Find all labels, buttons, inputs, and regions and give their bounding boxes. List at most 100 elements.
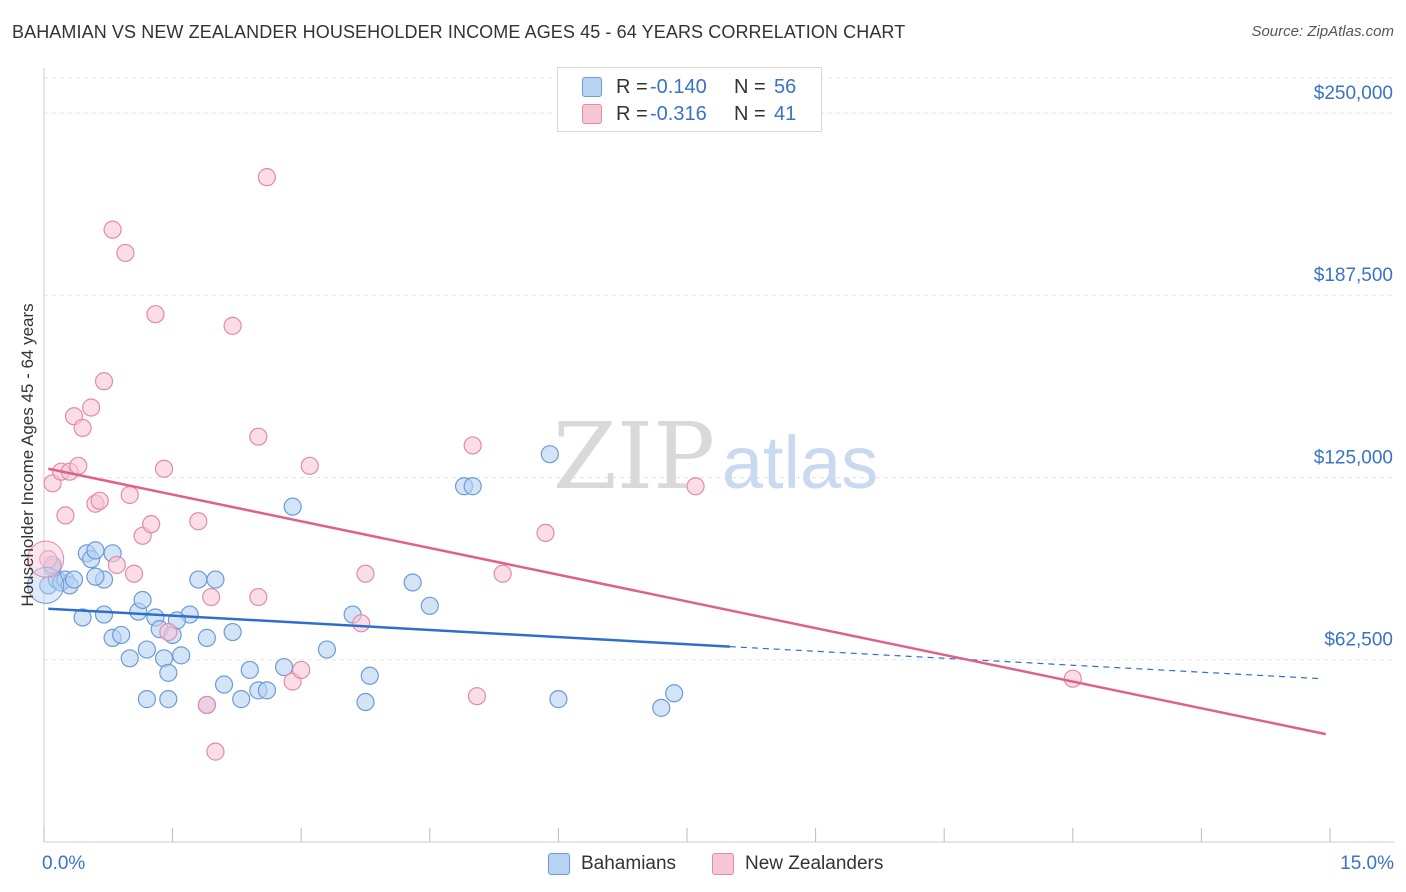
data-point-bahamians: [356, 692, 375, 712]
data-point-new-zealanders: [536, 523, 555, 543]
axes: [43, 68, 1394, 843]
legend-swatch-new-zealanders: [582, 104, 602, 124]
correlation-legend: R = -0.140 N = 56 R = -0.316 N = 41: [557, 67, 822, 132]
data-point-bahamians: [159, 663, 178, 682]
data-point-new-zealanders: [107, 555, 126, 575]
data-point-new-zealanders: [202, 587, 221, 607]
data-point-new-zealanders: [56, 506, 75, 525]
data-point-new-zealanders: [206, 742, 225, 761]
data-point-new-zealanders: [463, 436, 482, 455]
data-point-bahamians: [360, 666, 379, 685]
data-point-new-zealanders: [356, 564, 375, 583]
data-point-bahamians: [257, 681, 277, 700]
tick-labels: $62,500 $125,000 $187,500 $250,000 0.0% 15.0%: [42, 83, 1394, 874]
data-point-new-zealanders: [189, 512, 208, 531]
data-point-bahamians: [137, 640, 156, 659]
data-point-new-zealanders: [686, 477, 705, 496]
y-tick-label: $250,000: [1314, 83, 1393, 104]
data-point-new-zealanders: [82, 398, 101, 417]
data-point-new-zealanders: [103, 220, 122, 239]
data-point-new-zealanders-cluster: [27, 540, 65, 578]
data-point-bahamians: [120, 649, 139, 668]
data-point-new-zealanders: [120, 485, 139, 505]
data-point-bahamians: [652, 698, 671, 717]
data-point-new-zealanders: [90, 491, 109, 510]
data-point-new-zealanders: [352, 614, 371, 633]
watermark: ZIP atlas: [553, 403, 878, 510]
data-point-new-zealanders: [124, 564, 144, 583]
y-tick-label: $187,500: [1314, 265, 1393, 286]
data-point-bahamians: [112, 625, 131, 645]
data-points: [27, 168, 1082, 761]
data-point-bahamians: [549, 690, 568, 709]
data-point-bahamians: [197, 628, 216, 647]
data-point-bahamians: [274, 657, 294, 677]
data-point-bahamians: [223, 622, 242, 642]
data-point-bahamians: [94, 605, 114, 624]
data-point-new-zealanders: [249, 427, 268, 446]
data-point-new-zealanders: [159, 622, 178, 642]
legend-r-value: -0.316: [650, 103, 707, 125]
chart-title: BAHAMIAN VS NEW ZEALANDER HOUSEHOLDER IN…: [12, 22, 906, 42]
legend-swatch-bahamians: [548, 853, 570, 875]
data-point-new-zealanders: [116, 243, 135, 263]
data-point-bahamians: [317, 640, 337, 659]
legend-label-bahamians: Bahamians: [581, 853, 677, 874]
x-tick-label: 0.0%: [42, 853, 85, 874]
data-point-new-zealanders: [467, 687, 487, 706]
data-point-bahamians: [403, 573, 422, 592]
data-point-new-zealanders: [146, 305, 165, 324]
y-tick-label: $125,000: [1314, 447, 1393, 468]
source-credit: Source: ZipAtlas.com: [1251, 23, 1394, 40]
data-point-new-zealanders: [142, 515, 161, 534]
data-point-bahamians: [540, 445, 559, 464]
data-point-bahamians: [137, 690, 156, 709]
data-point-bahamians: [133, 590, 152, 610]
trend-line-bahamians: [48, 607, 730, 648]
data-point-new-zealanders: [94, 372, 114, 391]
data-point-bahamians: [189, 570, 208, 589]
data-point-new-zealanders: [493, 564, 512, 583]
data-point-new-zealanders: [197, 695, 216, 715]
y-tick-label: $62,500: [1324, 630, 1393, 651]
data-point-bahamians: [86, 541, 105, 560]
data-point-bahamians: [463, 477, 482, 496]
data-point-bahamians: [86, 567, 105, 586]
legend-swatch-bahamians: [582, 77, 602, 97]
data-point-bahamians: [665, 684, 684, 703]
data-point-new-zealanders: [1063, 669, 1082, 688]
trend-line-bahamians-extrapolated: [729, 646, 1322, 680]
legend-n-value: 56: [774, 76, 797, 98]
legend-n-value: 41: [774, 103, 797, 125]
legend-r-label: R =: [616, 103, 648, 125]
data-point-new-zealanders: [257, 168, 277, 187]
data-point-new-zealanders: [292, 660, 311, 680]
legend-swatch-new-zealanders: [712, 853, 734, 875]
legend-n-label: N =: [734, 103, 766, 125]
data-point-bahamians: [159, 690, 178, 709]
data-point-new-zealanders: [69, 456, 88, 475]
data-point-new-zealanders: [223, 316, 242, 335]
trend-lines: [48, 467, 1326, 736]
data-point-bahamians: [214, 675, 234, 694]
data-point-bahamians: [172, 646, 191, 665]
data-point-bahamians: [240, 660, 259, 680]
data-point-new-zealanders: [249, 587, 268, 607]
data-point-bahamians-cluster: [27, 566, 65, 604]
trend-line-new-zealanders: [48, 467, 1326, 736]
watermark-zip: ZIP: [553, 403, 715, 510]
data-point-bahamians: [64, 570, 84, 589]
data-point-bahamians: [232, 690, 251, 709]
data-point-new-zealanders: [73, 418, 92, 438]
legend-r-value: -0.140: [650, 76, 707, 98]
watermark-atlas: atlas: [722, 421, 878, 504]
gridlines: [44, 77, 1394, 661]
x-tick-label: 15.0%: [1340, 853, 1394, 874]
data-point-bahamians: [420, 596, 439, 615]
data-point-bahamians: [206, 570, 225, 589]
data-point-bahamians: [73, 608, 92, 627]
legend-n-label: N =: [734, 76, 766, 98]
data-point-new-zealanders: [154, 459, 174, 478]
legend-label-new-zealanders: New Zealanders: [745, 853, 884, 874]
